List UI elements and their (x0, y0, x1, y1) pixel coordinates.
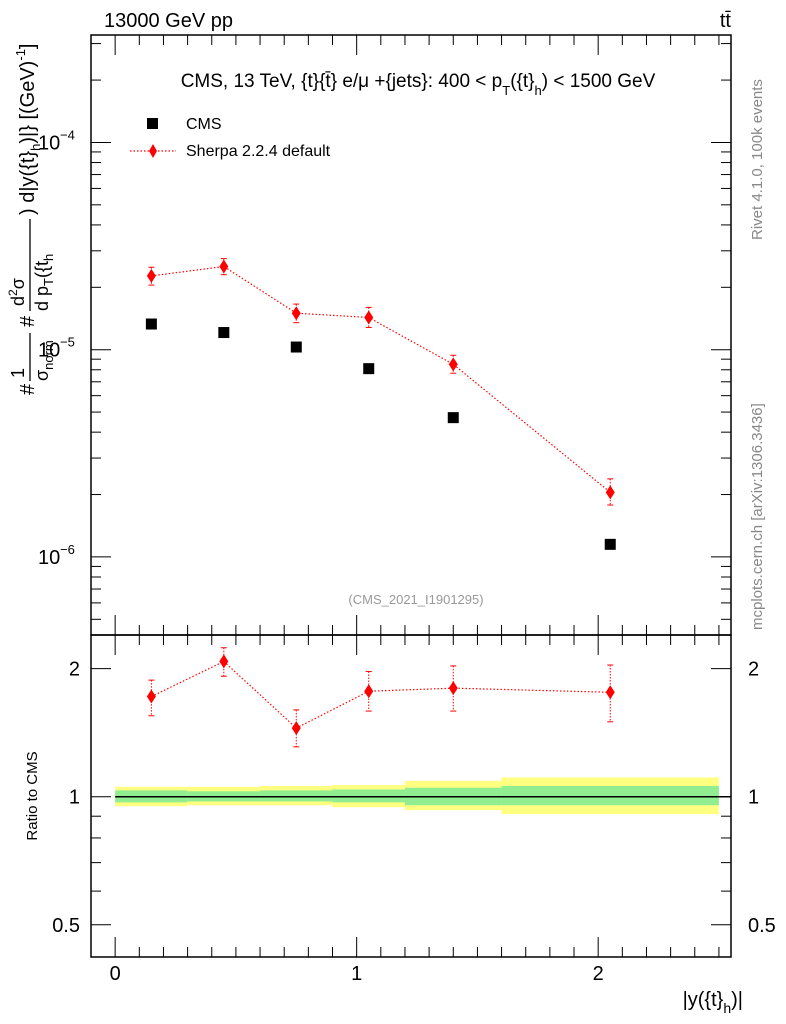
cms-data-point (447, 412, 459, 424)
legend-sherpa-marker (149, 144, 157, 158)
energy-label: 13000 GeV pp (104, 10, 233, 32)
ratio-frame (90, 634, 732, 958)
main-y-tick-label: 10 (38, 132, 60, 154)
main-y-tick-label: 10 (38, 547, 60, 569)
svg-text:) d|y({t}h)|} [(GeV)-1]: ) d|y({t}h)|} [(GeV)-1] (13, 44, 43, 215)
ratio-axis-ticks: 0.5 0.5 1 1 2 2 0 1 2 (52, 635, 776, 985)
svg-text:#: # (17, 383, 39, 395)
plot-title: CMS, 13 TeV, {t}{t̄} e/μ +{jets}: 400 < … (181, 71, 656, 98)
sherpa-ratio-point (448, 681, 458, 696)
sherpa-main-point (364, 310, 374, 325)
ratio-y-tick-label-right: 2 (748, 659, 759, 681)
cms-data-point (363, 363, 375, 375)
legend: CMS Sherpa 2.2.4 default (130, 116, 331, 160)
main-series-layer (145, 258, 616, 550)
sherpa-main-point (219, 259, 229, 274)
mcplots-label: mcplots.cern.ch [arXiv:1306.3436] (749, 403, 766, 630)
cms-data-point (290, 341, 302, 353)
ratio-uncertainty-bands (115, 777, 731, 815)
legend-cms-marker (147, 118, 158, 129)
ratio-y-axis-label: Ratio to CMS (24, 751, 41, 840)
sherpa-ratio-point (146, 689, 156, 704)
svg-text:#: # (17, 315, 39, 327)
ratio-panel: 0.5 0.5 1 1 2 2 0 1 2 Ratio to CMS |y({t}h)| (24, 634, 776, 1016)
svg-text:σnorm: σnorm (32, 340, 56, 381)
cms-data-point (604, 538, 616, 550)
ratio-y-tick-label: 0.5 (52, 915, 80, 937)
sherpa-main-point (291, 306, 301, 321)
sherpa-main-point (448, 357, 458, 372)
sherpa-main-point (146, 268, 156, 283)
sherpa-ratio-point (219, 654, 229, 669)
rivet-label: Rivet 4.1.0, 100k events (749, 79, 766, 240)
ratio-inner-band (332, 789, 405, 803)
ratio-series-layer (146, 647, 615, 748)
sherpa-ratio-point (605, 685, 615, 700)
ratio-inner-band (260, 790, 333, 802)
x-axis-label: |y({t}h)| (683, 989, 743, 1016)
analysis-watermark: (CMS_2021_I1901295) (348, 592, 483, 607)
main-y-tick-labels: 10−610−510−4 (38, 127, 75, 568)
sherpa-ratio-point (364, 684, 374, 699)
ratio-inner-band (501, 785, 719, 806)
main-y-tick-exponent: −6 (60, 542, 75, 557)
process-label: tt̄ (720, 10, 732, 32)
svg-text:d pT({th: d pT({th (32, 254, 56, 311)
sherpa-ratio-line (151, 660, 611, 729)
ratio-y-tick-label-right: 0.5 (748, 915, 776, 937)
main-y-tick-label: 10 (38, 340, 60, 362)
main-axis-ticks (91, 35, 731, 635)
cms-data-point (218, 327, 230, 339)
sherpa-main-point (605, 485, 615, 500)
svg-text:1: 1 (8, 368, 28, 378)
main-y-axis-label: # 1 σnorm # d2σ d pT({th ) d|y({t}h)|} [… (6, 44, 56, 395)
cms-data-point (145, 318, 157, 330)
main-panel: (CMS_2021_I1901295) 10−610−510−4 CMS, 13… (6, 34, 732, 636)
x-tick-label: 0 (110, 963, 121, 985)
ratio-y-tick-label-right: 1 (748, 787, 759, 809)
legend-cms-label: CMS (186, 116, 222, 133)
main-y-tick-exponent: −5 (60, 335, 75, 350)
svg-text:d2σ: d2σ (6, 278, 28, 306)
sherpa-ratio-point (291, 721, 301, 736)
x-tick-label: 2 (593, 963, 604, 985)
legend-sherpa-label: Sherpa 2.2.4 default (186, 143, 331, 160)
main-y-tick-exponent: −4 (60, 127, 75, 142)
ratio-y-tick-label: 2 (69, 659, 80, 681)
ratio-y-tick-label: 1 (69, 787, 80, 809)
sherpa-main-line (151, 265, 611, 493)
x-tick-label: 1 (351, 963, 362, 985)
